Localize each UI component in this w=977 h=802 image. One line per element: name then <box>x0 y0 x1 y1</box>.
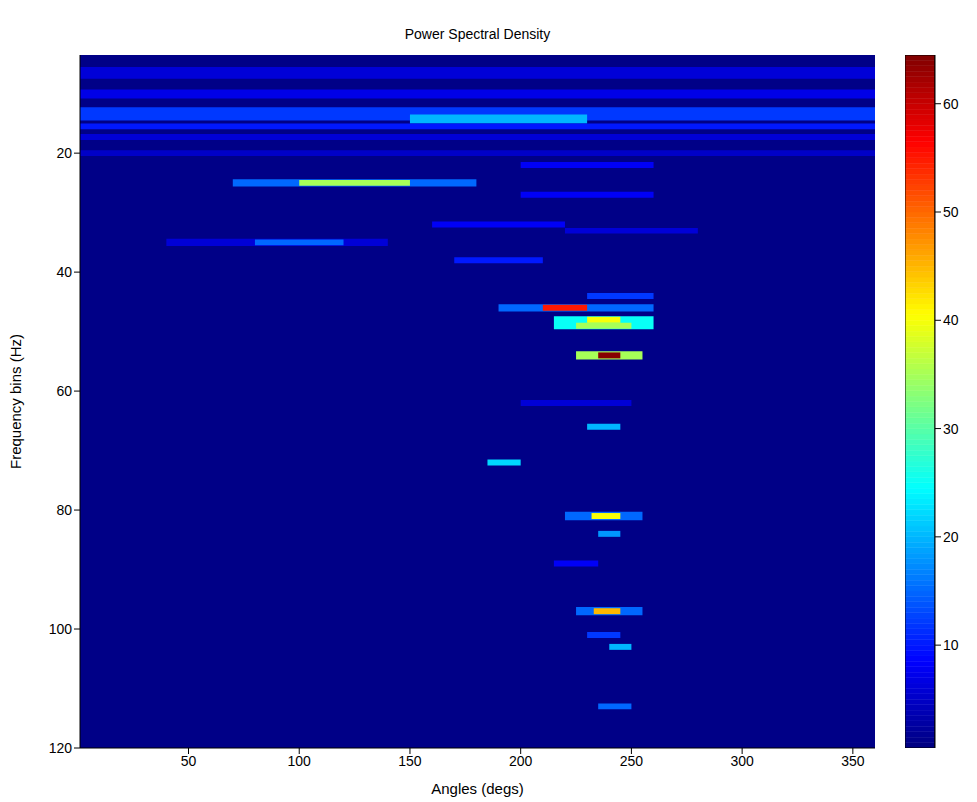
svg-text:20: 20 <box>56 145 72 161</box>
svg-text:30: 30 <box>943 421 959 437</box>
svg-text:40: 40 <box>56 264 72 280</box>
html-text:Power Spectral Density: Power Spectral Density <box>404 26 551 42</box>
svg-text:60: 60 <box>943 96 959 112</box>
svg-text:100: 100 <box>288 753 312 769</box>
svg-text:Angles (degs): Angles (degs) <box>431 780 524 797</box>
svg-text:150: 150 <box>398 753 422 769</box>
svg-text:50: 50 <box>943 204 959 220</box>
svg-text:300: 300 <box>730 753 754 769</box>
svg-text:20: 20 <box>943 529 959 545</box>
svg-text:120: 120 <box>49 740 73 756</box>
svg-text:60: 60 <box>56 383 72 399</box>
svg-text:10: 10 <box>943 637 959 653</box>
svg-text:50: 50 <box>181 753 197 769</box>
svg-text:250: 250 <box>620 753 644 769</box>
svg-text:80: 80 <box>56 502 72 518</box>
svg-text:350: 350 <box>841 753 865 769</box>
svg-text:40: 40 <box>943 312 959 328</box>
svg-text:200: 200 <box>509 753 533 769</box>
svg-text:100: 100 <box>49 621 73 637</box>
svg-text:Frequency bins (Hz): Frequency bins (Hz) <box>7 334 24 469</box>
